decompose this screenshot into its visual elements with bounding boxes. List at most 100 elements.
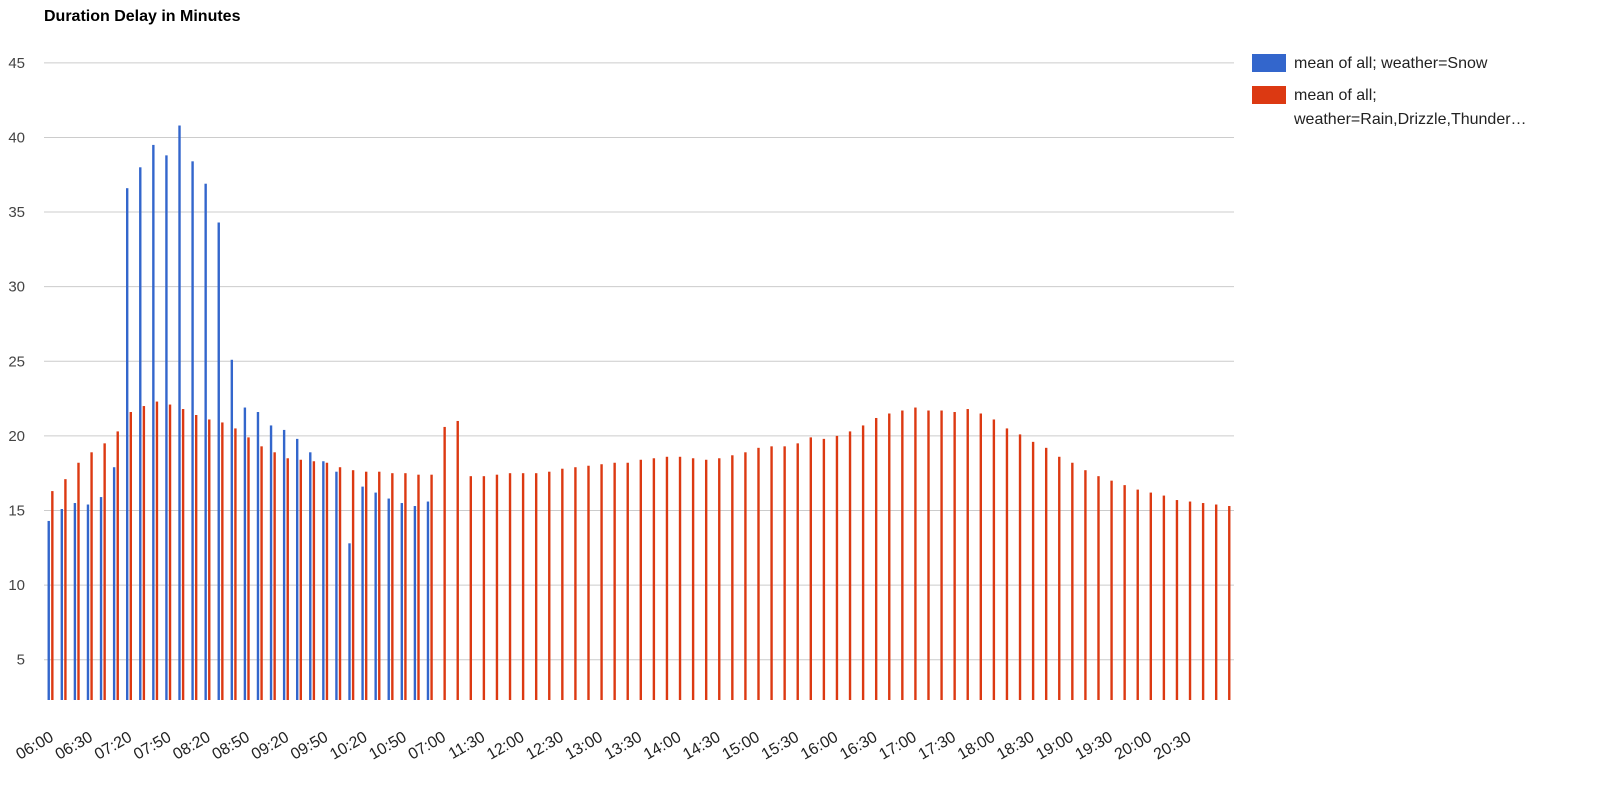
bar-rain[interactable] xyxy=(613,462,616,700)
bar-rain[interactable] xyxy=(718,458,721,700)
bar-rain[interactable] xyxy=(325,462,329,700)
bar-snow[interactable] xyxy=(374,492,377,700)
bar-rain[interactable] xyxy=(809,437,812,700)
bar-snow[interactable] xyxy=(296,438,299,700)
bar-rain[interactable] xyxy=(534,473,538,700)
bar-rain[interactable] xyxy=(404,473,407,700)
bar-rain[interactable] xyxy=(168,404,172,700)
bar-rain[interactable] xyxy=(1018,434,1022,700)
bar-rain[interactable] xyxy=(665,456,669,700)
bar-rain[interactable] xyxy=(247,437,250,700)
bar-rain[interactable] xyxy=(364,471,368,700)
bar-rain[interactable] xyxy=(1110,480,1113,700)
bar-rain[interactable] xyxy=(77,462,80,700)
legend-item-snow[interactable]: mean of all; weather=Snow xyxy=(1252,52,1552,76)
bar-snow[interactable] xyxy=(165,155,168,701)
bar-rain[interactable] xyxy=(417,474,420,700)
bar-rain[interactable] xyxy=(129,412,132,700)
bar-snow[interactable] xyxy=(178,125,181,701)
bar-rain[interactable] xyxy=(312,461,316,700)
bar-rain[interactable] xyxy=(548,471,551,700)
bar-snow[interactable] xyxy=(309,452,312,700)
bar-rain[interactable] xyxy=(1071,462,1074,700)
bar-snow[interactable] xyxy=(60,509,64,700)
bar-rain[interactable] xyxy=(992,419,996,700)
bar-rain[interactable] xyxy=(103,443,106,700)
bar-snow[interactable] xyxy=(282,429,286,700)
bar-rain[interactable] xyxy=(1084,470,1087,700)
bar-snow[interactable] xyxy=(204,183,207,700)
bar-rain[interactable] xyxy=(338,467,342,700)
bar-snow[interactable] xyxy=(191,161,194,701)
bar-snow[interactable] xyxy=(400,503,404,700)
bar-rain[interactable] xyxy=(1201,503,1205,700)
bar-snow[interactable] xyxy=(243,407,247,700)
bar-rain[interactable] xyxy=(678,456,682,700)
bar-rain[interactable] xyxy=(208,419,211,700)
bar-rain[interactable] xyxy=(1162,495,1166,700)
bar-rain[interactable] xyxy=(443,426,446,700)
bar-rain[interactable] xyxy=(770,446,773,700)
bar-rain[interactable] xyxy=(469,476,472,700)
bar-rain[interactable] xyxy=(155,401,159,700)
bar-rain[interactable] xyxy=(260,446,263,700)
bar-rain[interactable] xyxy=(234,428,237,700)
bar-rain[interactable] xyxy=(1044,447,1048,700)
bar-rain[interactable] xyxy=(835,435,839,700)
bar-snow[interactable] xyxy=(126,188,129,701)
bar-rain[interactable] xyxy=(116,431,119,700)
bar-rain[interactable] xyxy=(587,465,590,700)
bar-rain[interactable] xyxy=(796,443,799,700)
bar-rain[interactable] xyxy=(299,459,302,700)
bar-rain[interactable] xyxy=(704,459,708,700)
legend-item-rain[interactable]: mean of all; weather=Rain,Drizzle,Thunde… xyxy=(1252,84,1552,132)
bar-snow[interactable] xyxy=(152,144,155,701)
bar-rain[interactable] xyxy=(521,473,525,700)
bar-rain[interactable] xyxy=(90,452,93,700)
bar-rain[interactable] xyxy=(495,474,499,700)
bar-snow[interactable] xyxy=(139,167,142,701)
bar-rain[interactable] xyxy=(351,470,355,700)
bar-snow[interactable] xyxy=(217,222,220,700)
bar-rain[interactable] xyxy=(574,467,577,700)
bar-rain[interactable] xyxy=(1097,476,1100,700)
bar-rain[interactable] xyxy=(1123,485,1126,700)
bar-rain[interactable] xyxy=(508,473,512,700)
bar-rain[interactable] xyxy=(953,412,956,700)
bar-rain[interactable] xyxy=(744,452,747,700)
bar-rain[interactable] xyxy=(194,414,198,700)
bar-rain[interactable] xyxy=(391,473,394,700)
bar-snow[interactable] xyxy=(413,506,417,700)
bar-snow[interactable] xyxy=(387,498,390,700)
bar-rain[interactable] xyxy=(757,447,760,700)
bar-rain[interactable] xyxy=(430,474,433,700)
bar-rain[interactable] xyxy=(1188,501,1192,700)
bar-snow[interactable] xyxy=(112,467,116,700)
bar-snow[interactable] xyxy=(73,503,77,700)
bar-rain[interactable] xyxy=(639,459,642,700)
bar-snow[interactable] xyxy=(335,471,338,700)
bar-rain[interactable] xyxy=(600,464,603,700)
bar-rain[interactable] xyxy=(1175,500,1179,700)
bar-rain[interactable] xyxy=(482,476,486,700)
bar-rain[interactable] xyxy=(691,458,695,700)
bar-rain[interactable] xyxy=(64,479,67,700)
bar-snow[interactable] xyxy=(348,543,351,700)
bar-rain[interactable] xyxy=(901,410,904,700)
bar-rain[interactable] xyxy=(51,491,54,700)
bar-rain[interactable] xyxy=(456,420,459,700)
bar-snow[interactable] xyxy=(99,497,103,700)
bar-rain[interactable] xyxy=(181,409,185,700)
bar-snow[interactable] xyxy=(269,425,273,700)
bar-rain[interactable] xyxy=(822,438,826,700)
bar-rain[interactable] xyxy=(914,407,917,700)
bar-rain[interactable] xyxy=(1136,489,1139,700)
bar-rain[interactable] xyxy=(1031,441,1035,700)
bar-snow[interactable] xyxy=(256,412,260,700)
bar-rain[interactable] xyxy=(731,455,734,700)
bar-rain[interactable] xyxy=(966,409,969,700)
bar-rain[interactable] xyxy=(1058,456,1061,700)
bar-rain[interactable] xyxy=(927,410,930,700)
bar-rain[interactable] xyxy=(848,431,852,700)
bar-rain[interactable] xyxy=(221,422,224,700)
